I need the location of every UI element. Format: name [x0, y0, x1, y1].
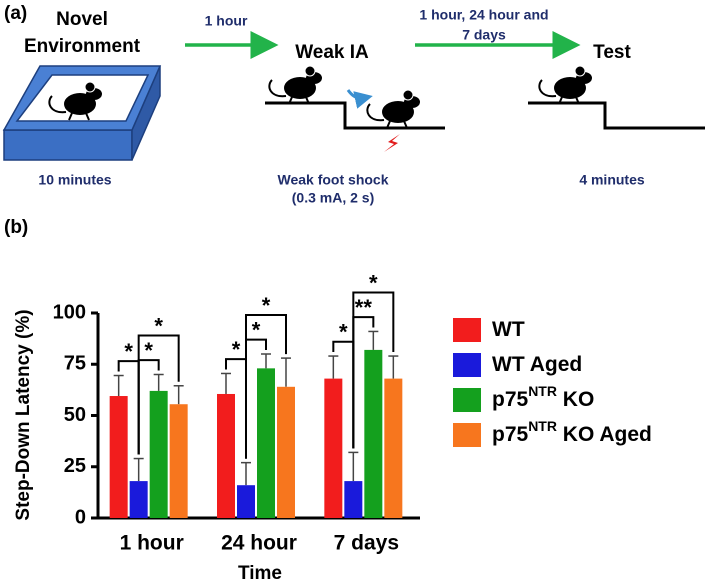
y-tick-label: 0	[75, 506, 86, 528]
bar	[324, 378, 343, 518]
platform	[265, 101, 445, 130]
mouse	[268, 65, 323, 105]
note: (0.3 mA, 2 s)	[292, 190, 374, 206]
significance-bracket	[245, 314, 287, 459]
stage-title: Novel	[56, 9, 108, 30]
bar	[217, 393, 235, 518]
x-axis-label: Time	[238, 563, 282, 584]
legend-label-part: WT Aged	[492, 353, 582, 376]
significance-label: **	[355, 295, 373, 320]
bar	[257, 368, 275, 518]
legend-label-part: NTR	[528, 383, 557, 399]
bar	[169, 404, 188, 518]
interval: 7 days	[462, 27, 506, 43]
bar	[129, 481, 148, 518]
significance-label: *	[262, 293, 271, 318]
legend-label-part: p75	[492, 388, 529, 411]
legend-label-part: p75	[492, 423, 529, 446]
interval: 1 hour, 24 hour and	[419, 7, 548, 23]
x-tick-label: 7 days	[334, 532, 399, 555]
y-tick-label: 25	[64, 455, 86, 477]
duration: 10 minutes	[38, 172, 111, 188]
bar	[344, 481, 363, 518]
y-tick-label: 100	[53, 301, 86, 323]
bar	[364, 349, 383, 518]
y-tick-label: 75	[64, 353, 86, 375]
significance-label: *	[144, 338, 153, 363]
significance-label: *	[252, 317, 261, 342]
significance-label: *	[339, 320, 348, 345]
legend-label-part: KO	[557, 388, 594, 411]
significance-label: *	[232, 337, 241, 362]
legend-swatch	[453, 423, 481, 447]
bar	[237, 485, 255, 518]
legend-label-part: WT	[492, 318, 525, 341]
legend-label: p75NTR KO	[492, 383, 594, 411]
legend-label-part: KO Aged	[557, 423, 652, 446]
legend-label-part: NTR	[528, 418, 557, 434]
bar	[384, 378, 403, 518]
stage-title: Environment	[24, 36, 141, 57]
significance-label: *	[124, 339, 133, 364]
note: Weak foot shock	[278, 172, 389, 188]
duration: 4 minutes	[579, 172, 645, 188]
legend-swatch	[453, 388, 481, 412]
mouse	[366, 89, 421, 129]
arena	[2, 65, 162, 161]
significance-label: *	[369, 270, 378, 295]
y-tick-label: 50	[64, 404, 86, 426]
mouse	[538, 65, 593, 105]
bar	[149, 390, 168, 518]
arrow	[346, 89, 373, 109]
significance-bracket	[137, 334, 180, 455]
x-tick-label: 1 hour	[120, 532, 184, 555]
legend-label: p75NTR KO Aged	[492, 418, 652, 446]
legend-label: WT	[492, 318, 525, 341]
platform	[528, 101, 705, 130]
legend-swatch	[453, 353, 481, 377]
panel-label: (a)	[4, 3, 27, 24]
y-axis-label: Step-Down Latency (%)	[13, 309, 34, 520]
significance-bracket	[352, 291, 395, 449]
bar	[109, 396, 128, 518]
stage-title: Test	[593, 42, 631, 63]
panel-label: (b)	[4, 217, 28, 238]
interval: 1 hour	[205, 13, 248, 29]
legend-swatch	[453, 318, 481, 342]
legend-label: WT Aged	[492, 353, 582, 376]
x-tick-label: 24 hour	[221, 532, 297, 555]
stage-title: Weak IA	[295, 42, 369, 63]
shock	[384, 134, 400, 152]
bar	[277, 386, 295, 518]
significance-label: *	[154, 313, 163, 338]
